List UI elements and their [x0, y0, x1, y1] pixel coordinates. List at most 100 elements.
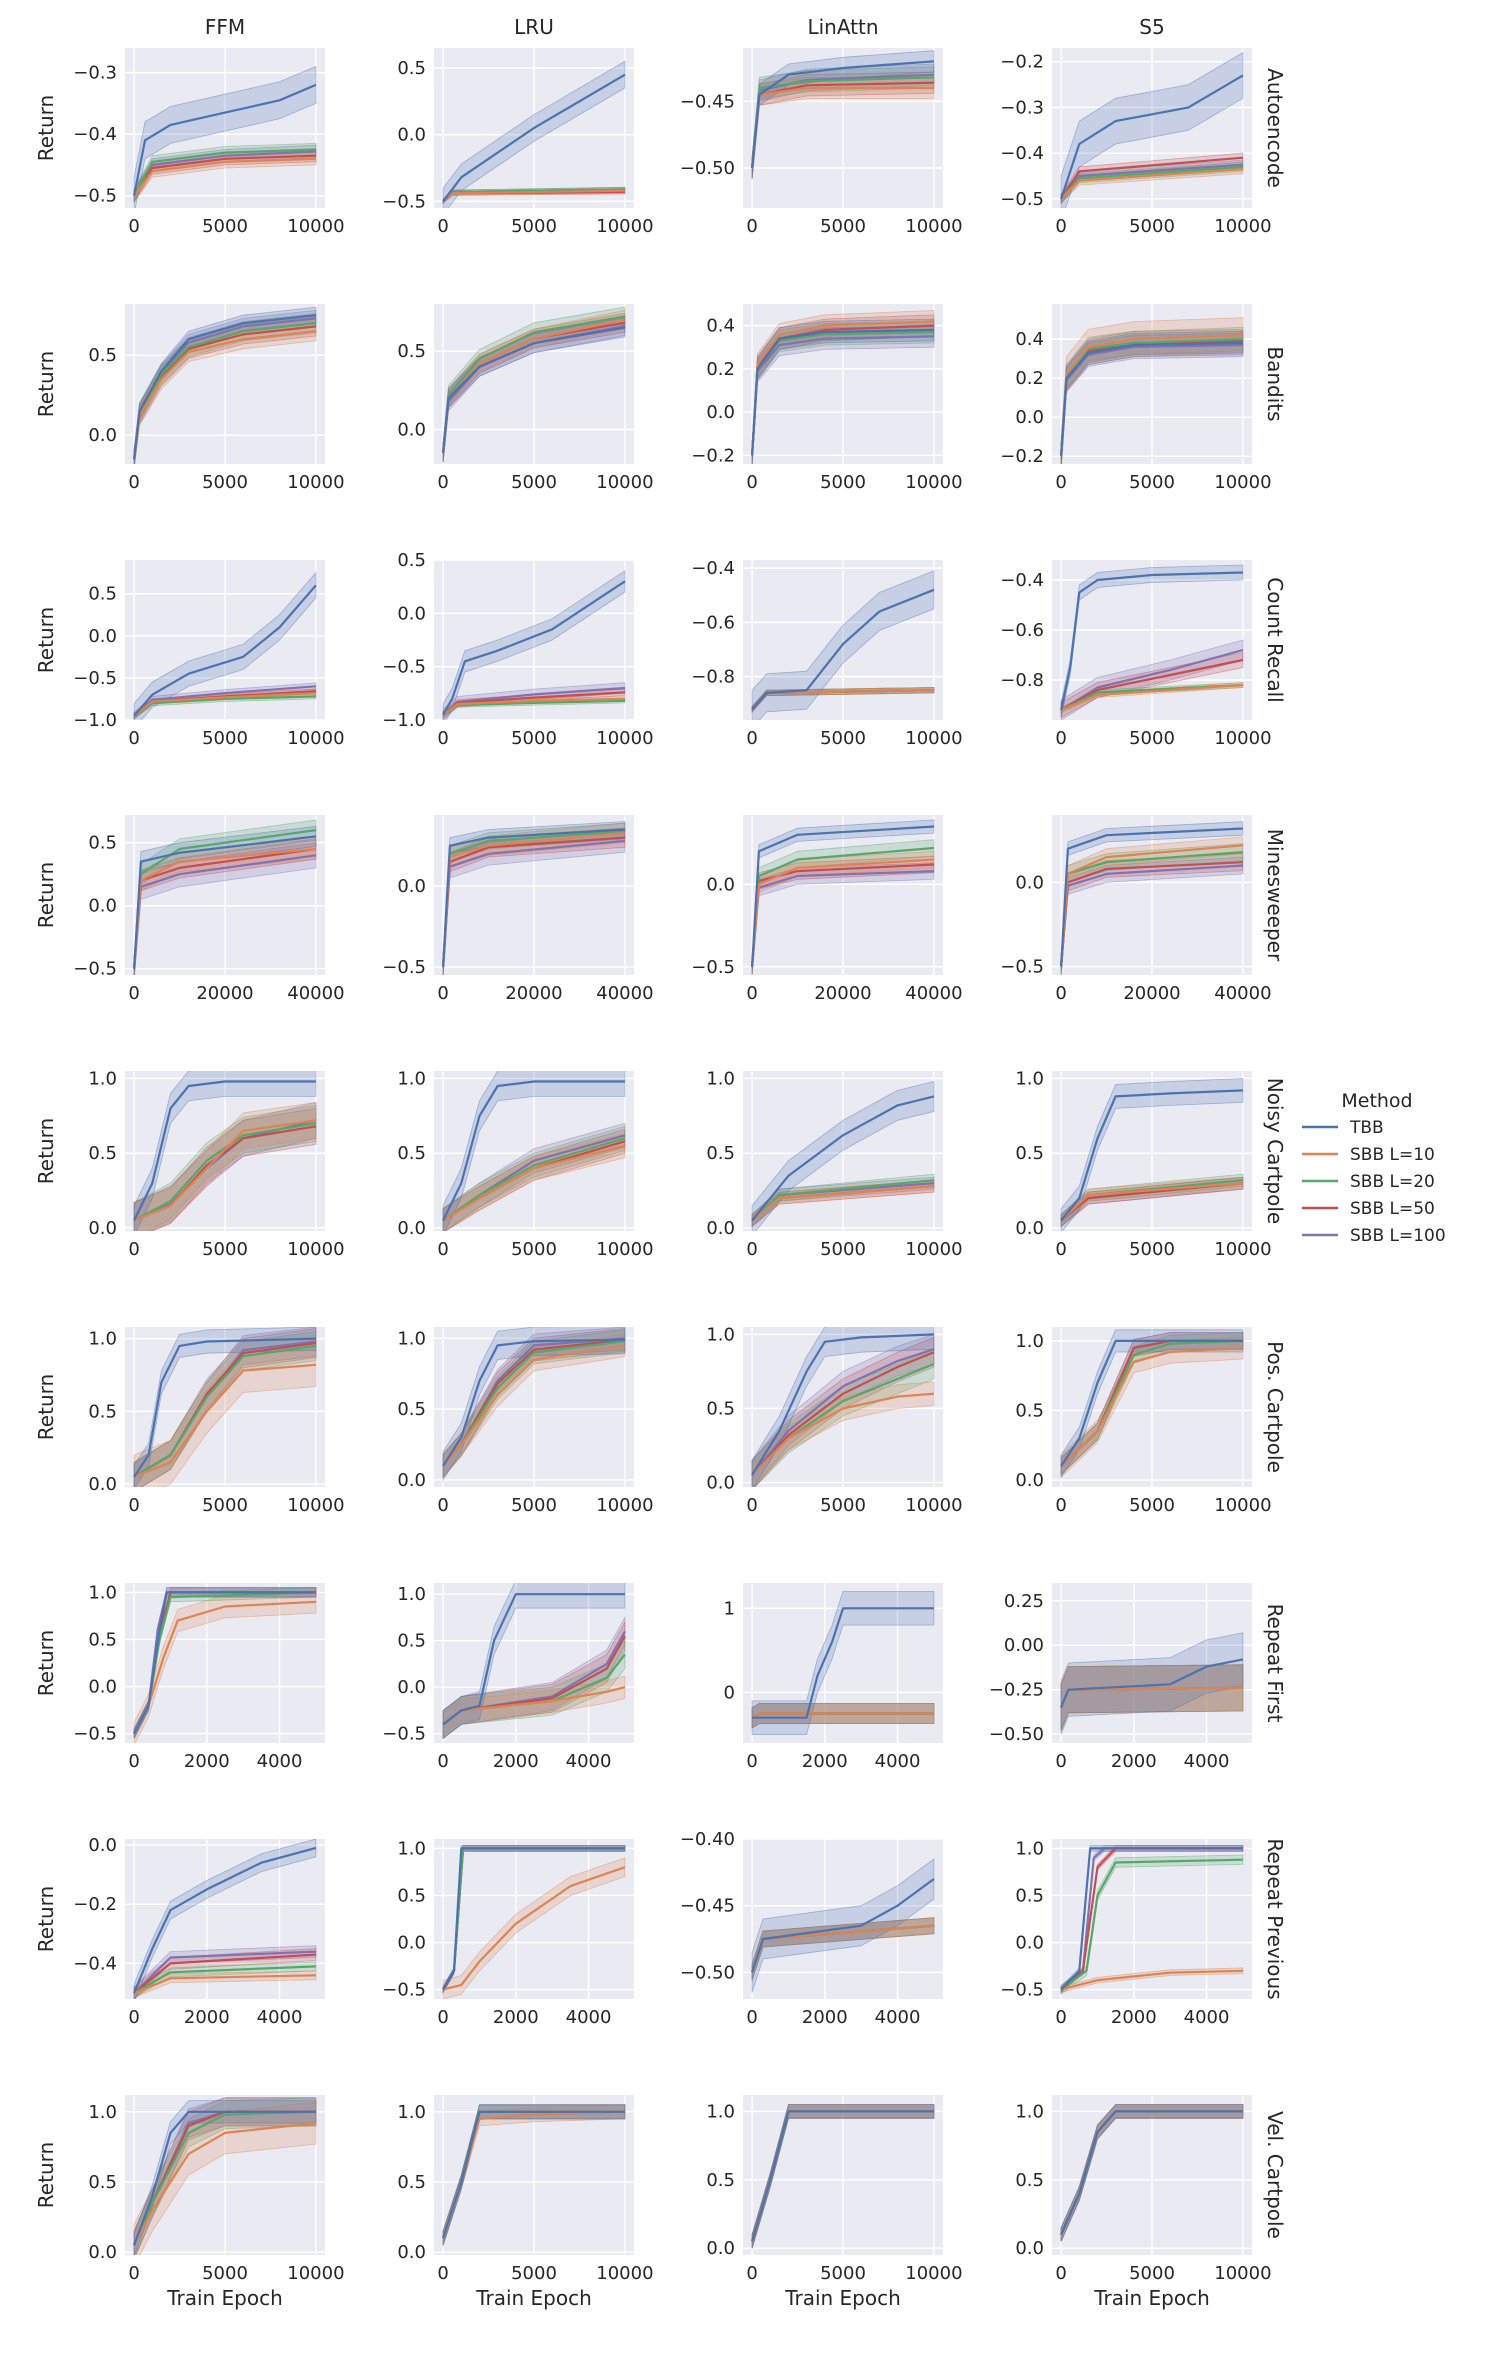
band-tbb [133, 1839, 317, 1999]
y-tick-label: 0.0 [1015, 872, 1044, 893]
x-tick-label: 10000 [596, 1495, 653, 1516]
band-sbb-l-10 [751, 2104, 935, 2249]
data-layer [1060, 317, 1244, 464]
band-sbb-l-100 [133, 1945, 317, 1999]
series-line-tbb [751, 588, 935, 710]
y-tick-label: 0.5 [397, 550, 426, 571]
x-tick-label: 40000 [905, 983, 962, 1004]
y-tick-label: 0.5 [1015, 1400, 1044, 1421]
data-layer [1060, 564, 1244, 720]
series-line-tbb [442, 580, 626, 716]
data-layer [442, 306, 626, 463]
x-tick-label: 10000 [596, 472, 653, 493]
x-tick-label: 2000 [493, 2007, 539, 2028]
series-line-sbb-l-10 [133, 692, 316, 717]
data-layer [751, 1591, 935, 1735]
y-tick-label: 0.5 [88, 2172, 117, 2193]
data-layer [133, 1071, 317, 1231]
y-tick-label: 0.0 [706, 874, 735, 895]
band-sbb-l-20 [442, 2104, 626, 2246]
band-sbb-l-10 [751, 1179, 935, 1228]
band-sbb-l-50 [1060, 1332, 1244, 1476]
x-tick-label: 10000 [596, 2263, 653, 2284]
data-layer [133, 1587, 317, 1743]
x-tick-label: 10000 [596, 216, 653, 237]
x-tick-label: 10000 [287, 472, 344, 493]
y-tick-label: 0.5 [1015, 1143, 1044, 1164]
y-tick-label: 1.0 [706, 1324, 735, 1345]
y-axis-label: Return [34, 1886, 58, 1952]
x-tick-label: 0 [1055, 1239, 1066, 1260]
y-axis-label: Return [34, 607, 58, 673]
series-line-sbb-l-10 [133, 1363, 316, 1478]
y-tick-label: 0.5 [1015, 2170, 1044, 2191]
x-tick-label: 10000 [905, 472, 962, 493]
series-line-tbb [133, 83, 317, 196]
band-tbb [751, 1858, 935, 1993]
x-tick-label: 0 [1055, 1495, 1066, 1516]
x-tick-label: 0 [437, 1495, 448, 1516]
series-line-tbb [1060, 571, 1243, 711]
y-tick-label: 1.0 [1015, 1838, 1044, 1859]
series-line-sbb-l-10 [442, 697, 625, 716]
y-tick-label: 1 [724, 1598, 735, 1619]
x-tick-label: 10000 [1214, 216, 1271, 237]
x-tick-label: 2000 [1111, 1751, 1157, 1772]
series-line-sbb-l-20 [133, 1122, 317, 1222]
panel-bandits-lru: 0 5000 10000 0.0 0.5 [397, 304, 654, 493]
x-tick-label: 0 [1055, 1751, 1066, 1772]
x-tick-label: 0 [1055, 983, 1066, 1004]
data-layer [133, 306, 317, 464]
x-tick-label: 0 [128, 216, 139, 237]
series-line-sbb-l-10 [1060, 168, 1243, 200]
panel-bandits-linattn: 0 5000 10000 −0.2 0.0 0.2 0.4 [691, 304, 963, 493]
y-tick-label: 0.0 [1015, 1218, 1044, 1239]
y-tick-label: −0.5 [1000, 189, 1044, 210]
y-tick-label: 0.0 [88, 1835, 117, 1856]
y-tick-label: 1.0 [88, 2102, 117, 2123]
series-line-tbb [442, 2110, 625, 2239]
x-tick-label: 2000 [184, 1751, 230, 1772]
data-layer [1060, 821, 1244, 975]
y-tick-label: 0.0 [397, 1677, 426, 1698]
x-tick-label: 0 [437, 1751, 448, 1772]
y-tick-label: 1.0 [706, 2101, 735, 2122]
x-axis-label: Train Epoch [475, 2286, 592, 2310]
x-axis-label: Train Epoch [784, 2286, 901, 2310]
series-line-sbb-l-10 [442, 1866, 626, 1991]
series-line-tbb [442, 1338, 625, 1467]
y-tick-label: 0.5 [88, 1629, 117, 1650]
data-layer [442, 60, 626, 208]
x-tick-label: 0 [437, 728, 448, 749]
y-tick-label: 1.0 [397, 1068, 426, 1089]
x-tick-label: 10000 [905, 2263, 962, 2284]
x-tick-label: 4000 [257, 2007, 303, 2028]
y-tick-label: 0.5 [706, 2170, 735, 2191]
y-tick-label: 0.0 [397, 1218, 426, 1239]
x-tick-label: 5000 [511, 216, 557, 237]
x-tick-label: 2000 [802, 1751, 848, 1772]
band-tbb [442, 1583, 626, 1740]
series-line-sbb-l-50 [133, 1953, 316, 1994]
series-line-tbb [133, 1846, 317, 1994]
y-tick-label: −0.5 [1000, 957, 1044, 978]
x-tick-label: 10000 [1214, 2263, 1271, 2284]
legend-label-sbb-l-10: SBB L=10 [1350, 1145, 1435, 1165]
band-tbb [1060, 1329, 1244, 1479]
series-line-tbb [751, 2110, 934, 2242]
band-tbb [1060, 1632, 1244, 1735]
series-line-sbb-l-20 [133, 148, 316, 197]
panel-vel-cartpole-s5: 0 5000 10000 0.0 0.5 1.0 Train Epoch [1015, 2095, 1272, 2310]
series-line-sbb-l-10 [751, 1185, 934, 1222]
panel-count-recall-s5: 0 5000 10000 −0.8 −0.6 −0.4 [1000, 560, 1272, 749]
series-line-sbb-l-50 [751, 1351, 935, 1476]
x-tick-label: 10000 [596, 728, 653, 749]
y-tick-label: 0.0 [88, 2242, 117, 2263]
y-tick-label: −0.6 [691, 612, 735, 633]
plot-area [434, 1583, 634, 1743]
panel-minesweeper-linattn: 0 20000 40000 −0.5 0.0 [691, 815, 963, 1004]
y-tick-label: 0.5 [88, 584, 117, 605]
y-tick-label: 0.4 [706, 316, 735, 337]
x-tick-label: 2000 [1111, 2007, 1157, 2028]
series-line-tbb [751, 825, 934, 967]
